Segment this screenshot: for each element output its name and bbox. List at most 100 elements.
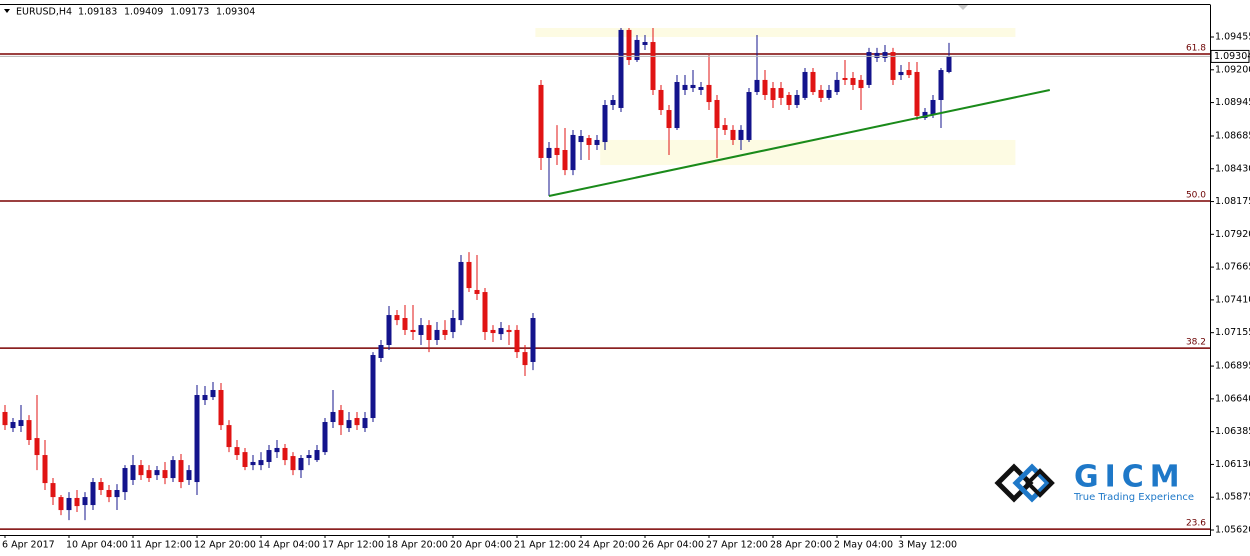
candle-body	[314, 450, 320, 461]
candle-body	[482, 292, 488, 333]
candle-body	[762, 79, 768, 95]
y-tick-label: 1.06895	[1215, 361, 1250, 372]
candle-body	[922, 111, 928, 118]
price-label: 1.09304	[1214, 51, 1250, 62]
candle-body	[650, 42, 656, 90]
candle-body	[274, 447, 280, 453]
level-label: 23.6	[1186, 519, 1206, 529]
x-tick-label: 28 Apr 20:00	[770, 540, 832, 551]
candle-body	[370, 355, 376, 419]
candle-body	[530, 318, 536, 362]
candle-body	[730, 129, 736, 140]
candle-body	[754, 79, 760, 93]
y-tick-label: 1.09455	[1215, 32, 1250, 43]
candle-body	[434, 329, 440, 340]
candle-body	[618, 29, 624, 108]
candle-body	[634, 39, 640, 61]
candle-body	[418, 325, 424, 335]
y-tick-label: 1.08945	[1215, 97, 1250, 108]
candle-body	[946, 56, 952, 72]
candle-body	[130, 465, 136, 480]
x-tick-label: 11 Apr 12:00	[130, 540, 192, 551]
candle-body	[586, 138, 592, 145]
candle-body	[442, 329, 448, 335]
x-tick-label: 20 Apr 04:00	[450, 540, 512, 551]
candle-body	[546, 147, 552, 158]
level-label: 50.0	[1186, 191, 1206, 201]
candle-body	[698, 87, 704, 90]
candle-body	[186, 470, 192, 480]
candle-body	[842, 78, 848, 80]
candle-body	[210, 389, 216, 398]
candle-body	[98, 482, 104, 491]
candle-body	[50, 483, 56, 498]
candle-body	[914, 71, 920, 116]
y-tick-label: 1.06130	[1215, 459, 1250, 470]
candle-body	[506, 329, 512, 333]
candle-body	[490, 329, 496, 334]
logo-mark	[994, 463, 1055, 503]
candle-body	[330, 411, 336, 423]
candle-body	[514, 329, 520, 353]
logo: GICM True Trading Experience	[994, 460, 1194, 503]
symbol: EURUSD,H4	[16, 7, 72, 18]
price-label-box	[1210, 49, 1250, 63]
candle-body	[202, 395, 208, 401]
candle-body	[802, 71, 808, 98]
candle-body	[626, 29, 632, 61]
x-tick-label: 26 Apr 04:00	[642, 540, 704, 551]
candle-body	[234, 447, 240, 456]
candle-body	[906, 70, 912, 76]
y-tick-label: 1.06640	[1215, 393, 1250, 404]
candle-body	[818, 89, 824, 98]
candle-body	[122, 468, 128, 493]
symbol-menu-arrow	[4, 9, 10, 13]
level-label: 61.8	[1186, 43, 1206, 53]
candle-body	[82, 497, 88, 506]
logo-name: GICM	[1074, 460, 1186, 495]
x-tick-label: 3 May 12:00	[898, 540, 957, 551]
candle-body	[266, 450, 272, 462]
candle-body	[778, 88, 784, 98]
candle-body	[34, 438, 40, 456]
candle-body	[890, 52, 896, 80]
zone	[535, 28, 1016, 38]
candle-body	[258, 460, 264, 466]
y-tick-label: 1.06385	[1215, 426, 1250, 437]
candle-body	[338, 410, 344, 426]
candle-body	[746, 92, 752, 140]
candle-body	[770, 88, 776, 100]
shift-marker	[958, 5, 968, 10]
candle-body	[162, 470, 168, 479]
candle-body	[426, 325, 432, 340]
candle-body	[874, 52, 880, 58]
candle-body	[74, 497, 80, 507]
y-tick-label: 1.07665	[1215, 262, 1250, 273]
candle-body	[10, 422, 16, 429]
candle-body	[18, 420, 24, 426]
candle-body	[666, 110, 672, 129]
header-open: 1.09183	[78, 7, 117, 18]
candle-body	[826, 89, 832, 98]
candle-body	[42, 455, 48, 484]
candle-body	[346, 420, 352, 429]
candle-body	[2, 411, 8, 426]
candle-body	[250, 461, 256, 466]
header-close: 1.09304	[216, 7, 255, 18]
x-tick-label: 12 Apr 20:00	[194, 540, 256, 551]
candle-body	[538, 84, 544, 158]
candles	[2, 28, 952, 521]
candle-body	[466, 261, 472, 289]
candle-body	[610, 99, 616, 106]
candle-body	[194, 395, 200, 483]
candle-body	[930, 99, 936, 116]
y-tick-label: 1.07410	[1215, 294, 1250, 305]
candle-body	[66, 497, 72, 511]
candle-body	[178, 460, 184, 483]
x-tick-label: 14 Apr 04:00	[258, 540, 320, 551]
candle-body	[290, 456, 296, 471]
candle-body	[810, 71, 816, 93]
candle-body	[362, 418, 368, 429]
candle-body	[26, 420, 32, 441]
